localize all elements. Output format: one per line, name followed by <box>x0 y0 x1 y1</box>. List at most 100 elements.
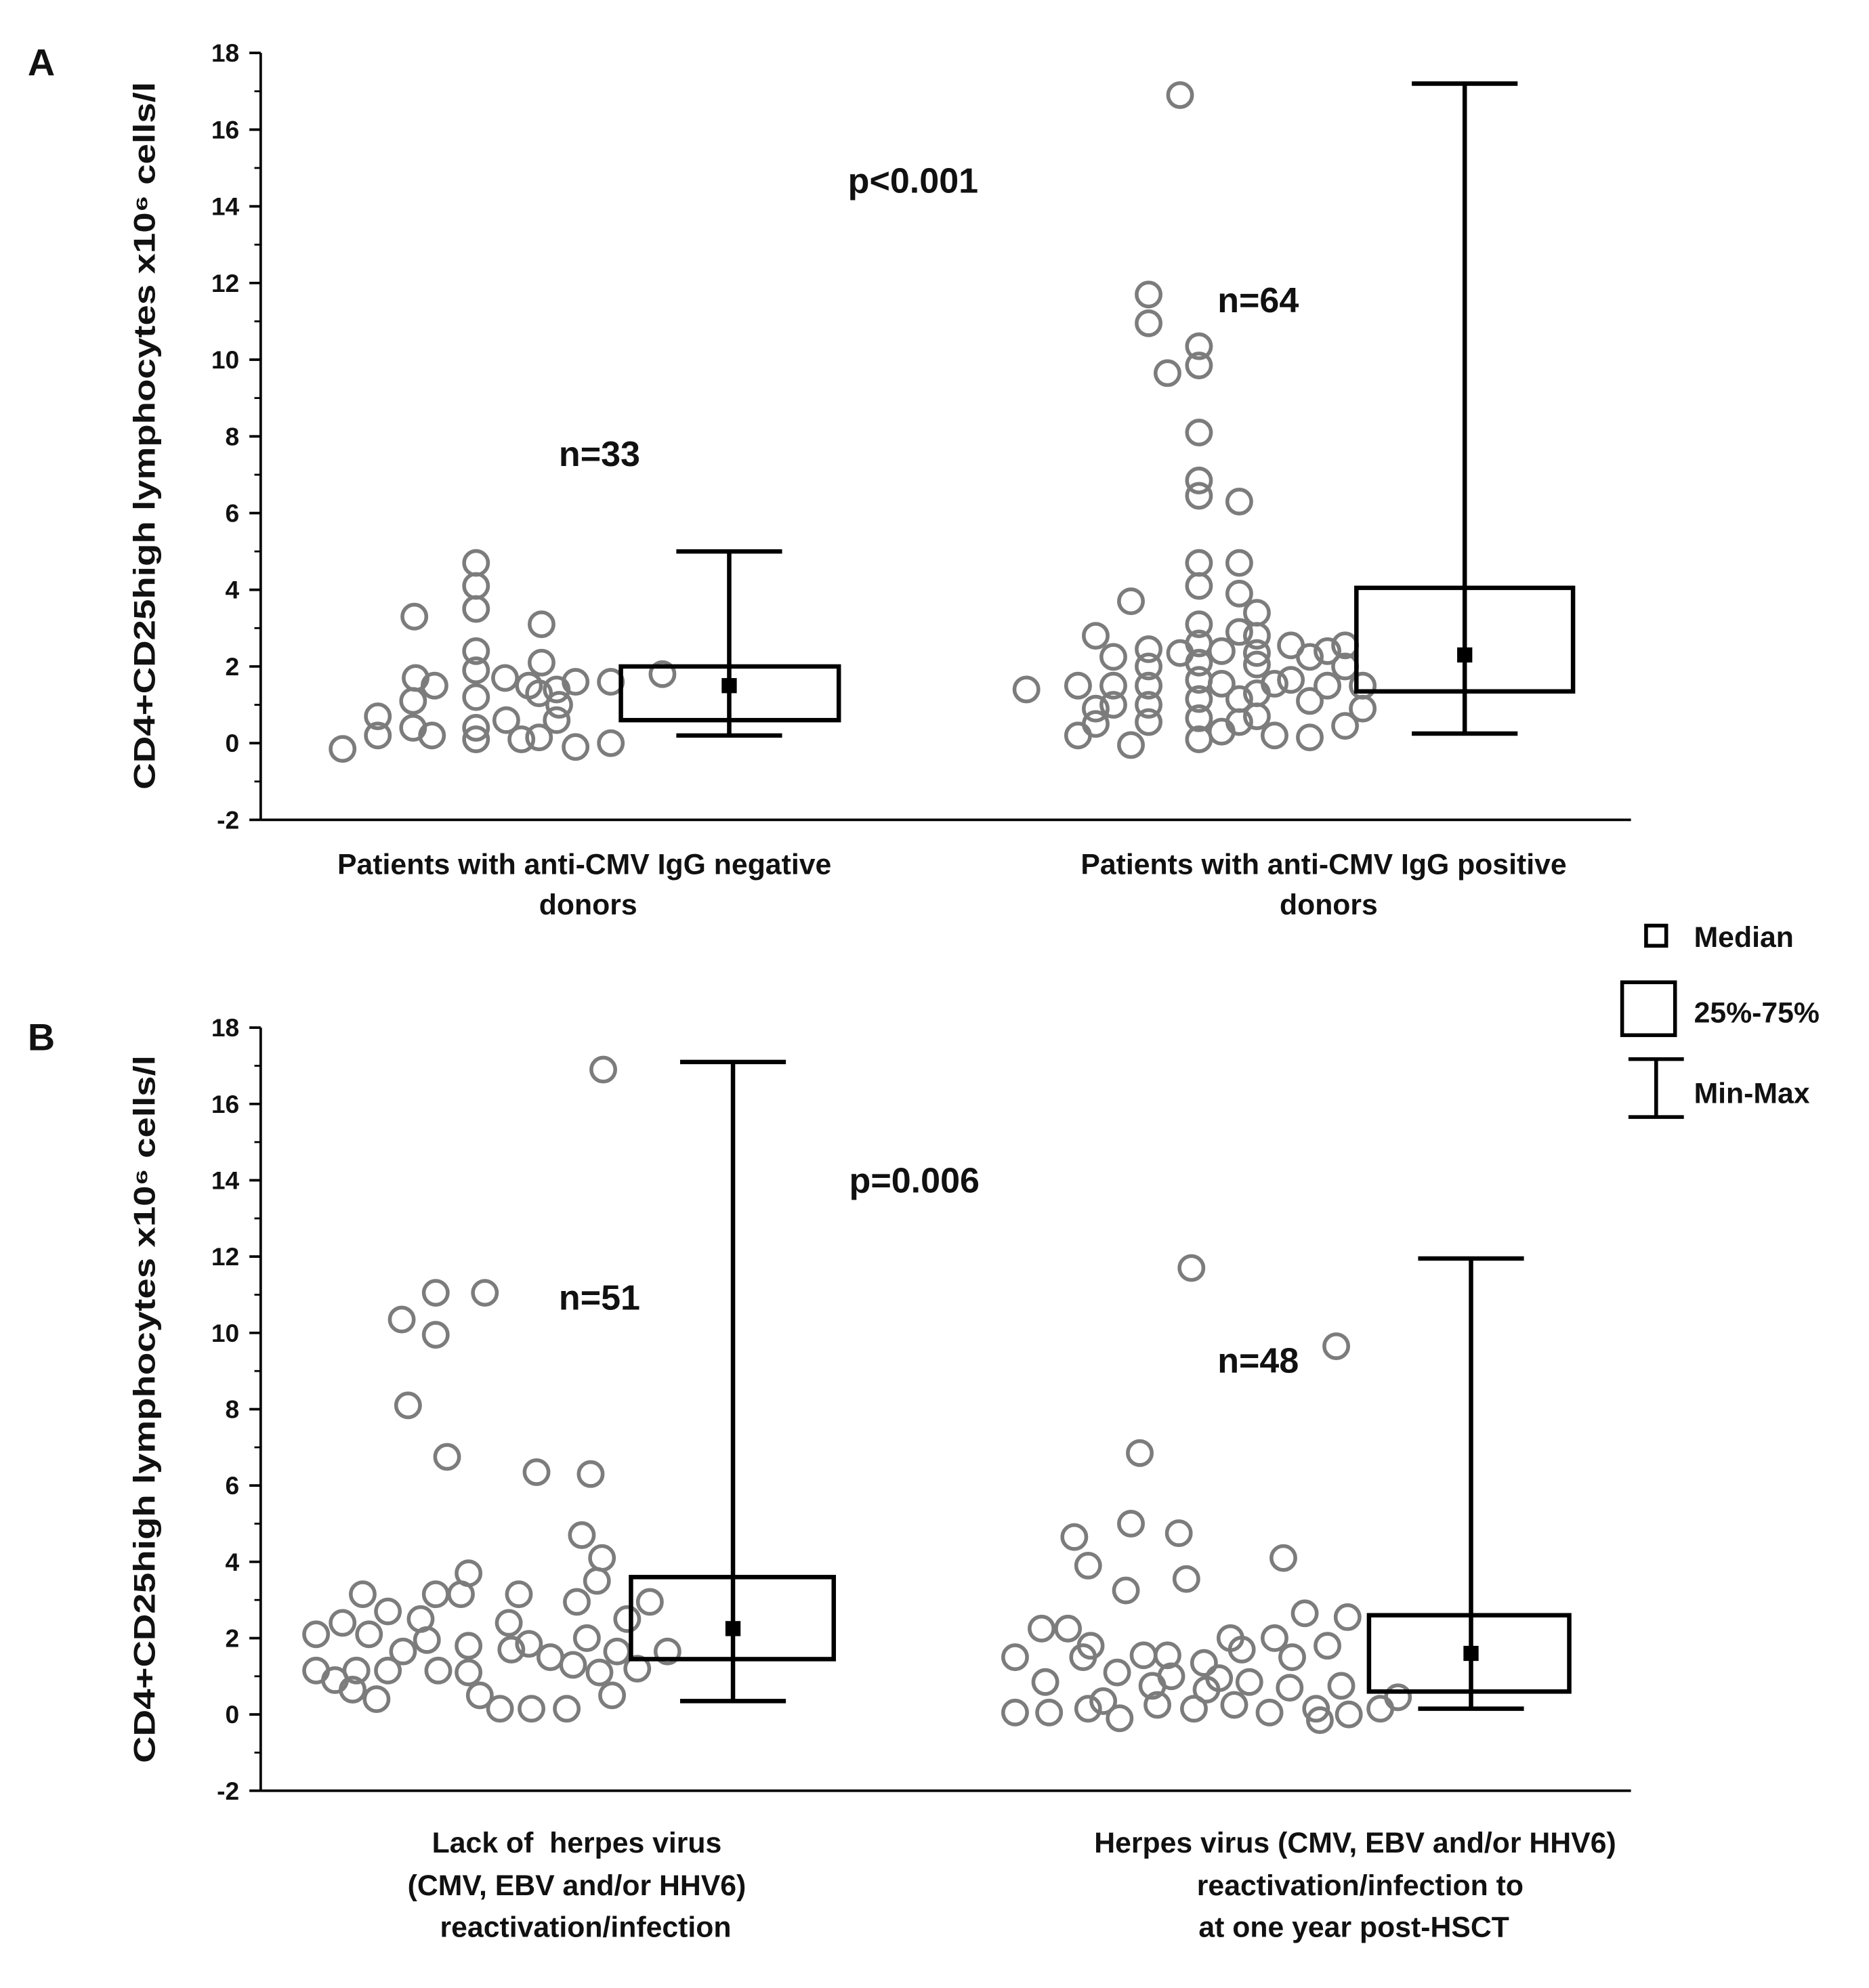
y-tick-label: 2 <box>226 652 240 681</box>
panel-a: A CD4+CD25high lymphocytes x10⁶ cells/l … <box>28 39 1631 921</box>
category-label-line: donors <box>539 889 637 921</box>
data-point <box>374 1656 402 1685</box>
data-point <box>1177 1254 1206 1282</box>
data-point <box>462 656 490 685</box>
data-point <box>1001 1643 1029 1672</box>
y-tick-label: 10 <box>211 1319 239 1347</box>
data-point <box>583 1567 611 1595</box>
data-point <box>1225 579 1253 608</box>
median-marker <box>725 1621 741 1636</box>
data-point <box>563 1588 591 1616</box>
data-point <box>1207 717 1236 746</box>
data-point <box>1227 1635 1256 1664</box>
data-point <box>1278 1643 1306 1672</box>
data-point <box>465 1681 494 1710</box>
data-point <box>1190 1649 1218 1677</box>
data-point <box>455 1658 483 1687</box>
data-point <box>302 1620 331 1649</box>
iqr-box <box>629 1575 837 1662</box>
data-point <box>389 1637 417 1666</box>
data-point <box>1302 1695 1330 1723</box>
data-point <box>1276 1674 1304 1702</box>
data-point <box>1060 1523 1089 1551</box>
data-point <box>1333 1603 1362 1631</box>
data-point <box>1143 1691 1172 1719</box>
data-point <box>1166 639 1194 667</box>
data-point <box>1166 81 1194 109</box>
data-point <box>1089 1687 1118 1715</box>
data-point <box>364 721 392 750</box>
data-point <box>420 671 448 700</box>
data-point <box>1112 1576 1140 1605</box>
data-point <box>1135 280 1163 309</box>
y-tick-label: 12 <box>211 269 239 297</box>
y-tick-label: 10 <box>211 345 239 374</box>
category-label-line: reactivation/infection <box>440 1911 732 1943</box>
data-point <box>1225 618 1253 646</box>
data-point <box>589 1055 617 1084</box>
data-point <box>1220 1691 1248 1719</box>
p-value-annotation: p<0.001 <box>848 162 978 201</box>
y-tick-label: 16 <box>211 115 239 144</box>
data-point <box>462 637 490 665</box>
data-point <box>1164 1519 1193 1547</box>
data-point <box>562 668 590 696</box>
data-point <box>545 691 573 719</box>
n-label-group-1: n=51 <box>559 1279 640 1318</box>
data-point <box>1269 1544 1297 1572</box>
data-point <box>418 721 446 750</box>
data-point <box>1235 1668 1263 1696</box>
data-point <box>1261 721 1288 750</box>
data-point <box>1255 1698 1284 1727</box>
data-point <box>329 735 357 763</box>
data-point <box>1031 1668 1059 1696</box>
y-tick-label: 18 <box>211 1013 239 1042</box>
data-point <box>1242 702 1271 730</box>
data-point <box>1335 1700 1363 1729</box>
data-point <box>1172 1565 1200 1593</box>
category-label-line: (CMV, EBV and/or HHV6) <box>408 1869 747 1902</box>
data-point <box>1185 482 1213 510</box>
data-point <box>1012 675 1041 704</box>
panel-label-a: A <box>28 42 55 84</box>
data-point <box>518 1695 546 1723</box>
data-point <box>348 1580 377 1609</box>
data-point <box>1126 1439 1154 1467</box>
data-point <box>1054 1614 1083 1643</box>
data-point <box>1035 1698 1064 1727</box>
y-tick-label: 12 <box>211 1242 239 1271</box>
data-point <box>598 1681 627 1710</box>
data-point <box>1384 1683 1412 1712</box>
y-tick-label: 14 <box>211 1166 240 1194</box>
y-axis-label: CD4+CD25high lymphocytes x10⁶ cells/l <box>129 82 162 790</box>
data-point <box>543 706 571 734</box>
data-point <box>1153 359 1181 387</box>
y-tick-label: 8 <box>226 422 240 450</box>
data-point <box>525 679 553 708</box>
category-label-line: Herpes virus (CMV, EBV and/or HHV6) <box>1094 1827 1616 1859</box>
data-point <box>1225 549 1253 577</box>
category-label-line: at one year post-HSCT <box>1198 1911 1509 1943</box>
y-tick-label: 16 <box>211 1090 239 1118</box>
data-point <box>597 729 625 757</box>
data-point <box>1135 671 1163 700</box>
data-point <box>1185 466 1213 494</box>
plot-area-b: 18 16 14 12 10 8 6 4 2 0 -2 <box>211 1013 1631 1805</box>
data-point <box>1185 352 1213 379</box>
data-point <box>1153 1641 1181 1670</box>
data-point <box>1225 488 1253 515</box>
p-value-annotation: p=0.006 <box>849 1162 980 1201</box>
data-point <box>1074 1551 1102 1580</box>
category-label-line: reactivation/infection to <box>1197 1869 1524 1902</box>
median-marker <box>721 678 737 694</box>
data-point <box>1185 704 1213 732</box>
data-point <box>505 1580 533 1609</box>
data-point <box>421 1321 450 1349</box>
y-tick-label: 6 <box>226 1471 240 1500</box>
data-point <box>1314 637 1342 665</box>
legend: Median 25%-75% Min-Max <box>1620 921 1820 1119</box>
y-tick-label: 18 <box>211 39 239 67</box>
legend-iqr-label: 25%-75% <box>1694 997 1820 1030</box>
data-point <box>1135 309 1163 337</box>
data-point <box>527 610 555 639</box>
